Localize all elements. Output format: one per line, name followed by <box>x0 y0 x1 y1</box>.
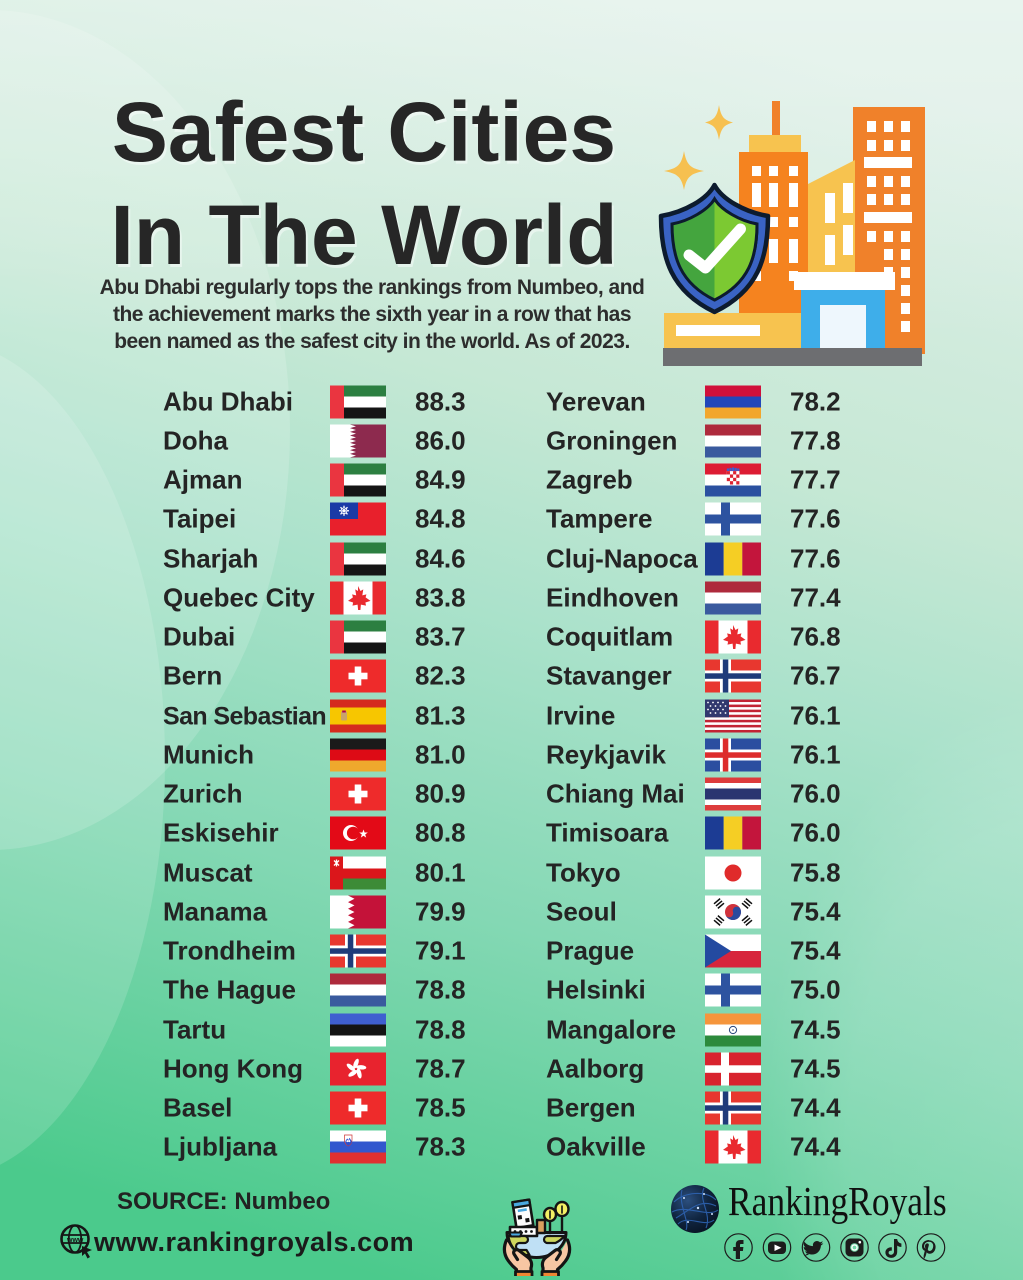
svg-text:www: www <box>66 1237 84 1244</box>
